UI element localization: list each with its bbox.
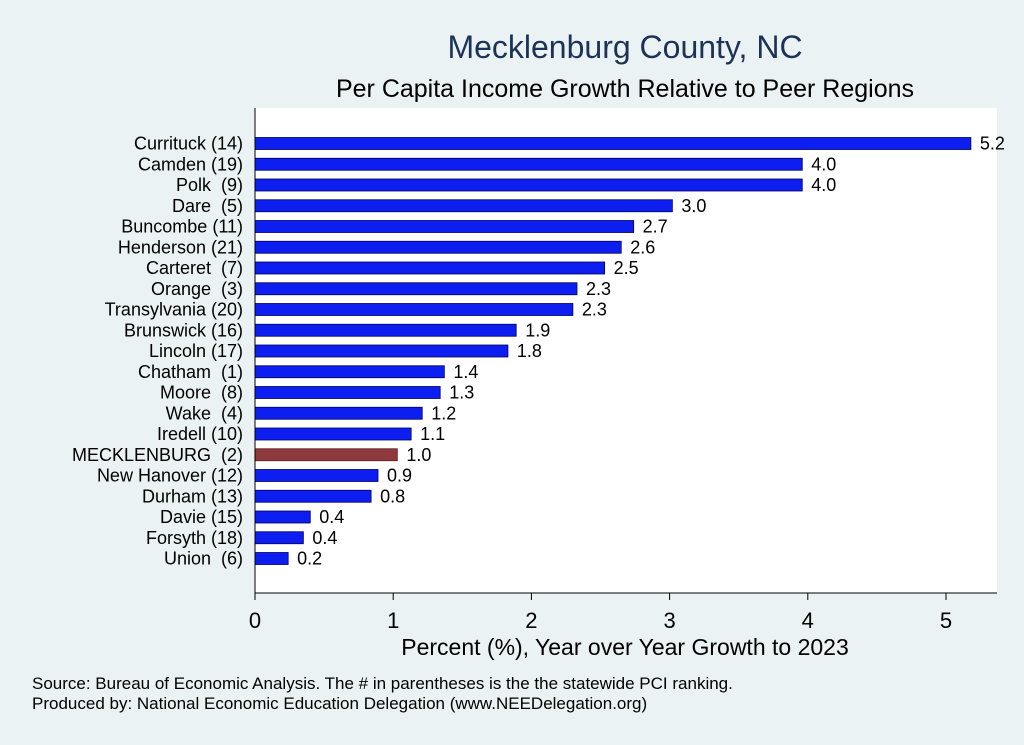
value-label-davie-15: 0.4 bbox=[319, 507, 344, 527]
category-label-wake-4: Wake (4) bbox=[166, 403, 243, 423]
category-label-carteret-7: Carteret (7) bbox=[146, 258, 243, 278]
bar-forsyth-18 bbox=[254, 531, 304, 545]
category-label-moore-8: Moore (8) bbox=[160, 383, 243, 403]
bar-chatham-1 bbox=[254, 365, 445, 379]
value-label-camden-19: 4.0 bbox=[811, 154, 836, 174]
category-label-new-hanover-12: New Hanover (12) bbox=[97, 466, 243, 486]
value-label-currituck-14: 5.2 bbox=[980, 134, 1005, 154]
bar-currituck-14 bbox=[254, 137, 972, 150]
bar-durham-13 bbox=[254, 489, 372, 503]
bar-union-6 bbox=[254, 552, 289, 565]
bar-orange-3 bbox=[254, 282, 578, 296]
category-label-davie-15: Davie (15) bbox=[160, 507, 243, 527]
category-label-iredell-10: Iredell (10) bbox=[157, 424, 243, 444]
value-label-mecklenburg-2: 1.0 bbox=[406, 445, 431, 465]
category-label-forsyth-18: Forsyth (18) bbox=[146, 528, 243, 548]
category-label-lincoln-17: Lincoln (17) bbox=[149, 341, 243, 361]
x-tick-label-0: 0 bbox=[249, 608, 261, 633]
value-label-iredell-10: 1.1 bbox=[420, 424, 445, 444]
bar-new-hanover-12 bbox=[254, 469, 379, 482]
value-labels: 5.24.04.03.02.72.62.52.32.31.91.81.41.31… bbox=[297, 134, 1005, 569]
category-label-mecklenburg-2: MECKLENBURG (2) bbox=[72, 445, 243, 465]
value-label-orange-3: 2.3 bbox=[586, 279, 611, 299]
category-label-currituck-14: Currituck (14) bbox=[134, 134, 243, 154]
x-tick-label-1: 1 bbox=[387, 608, 399, 633]
bar-moore-8 bbox=[254, 386, 441, 399]
value-label-forsyth-18: 0.4 bbox=[312, 528, 337, 548]
producer-note: Produced by: National Economic Education… bbox=[32, 694, 647, 713]
x-tick-label-5: 5 bbox=[940, 608, 952, 633]
category-labels: Currituck (14)Camden (19)Polk (9)Dare (5… bbox=[72, 134, 243, 569]
bar-henderson-21 bbox=[254, 240, 622, 254]
value-label-dare-5: 3.0 bbox=[681, 196, 706, 216]
bar-dare-5 bbox=[254, 199, 673, 213]
value-label-transylvania-20: 2.3 bbox=[582, 300, 607, 320]
value-label-henderson-21: 2.6 bbox=[630, 237, 655, 257]
value-label-carteret-7: 2.5 bbox=[614, 258, 639, 278]
category-label-camden-19: Camden (19) bbox=[138, 154, 243, 174]
bar-lincoln-17 bbox=[254, 344, 509, 358]
category-label-henderson-21: Henderson (21) bbox=[118, 237, 243, 257]
value-label-lincoln-17: 1.8 bbox=[517, 341, 542, 361]
bar-buncombe-11 bbox=[254, 220, 635, 233]
bar-brunswick-16 bbox=[254, 323, 517, 337]
value-label-buncombe-11: 2.7 bbox=[643, 217, 668, 237]
category-label-durham-13: Durham (13) bbox=[142, 486, 243, 506]
value-label-brunswick-16: 1.9 bbox=[525, 320, 550, 340]
category-label-buncombe-11: Buncombe (11) bbox=[121, 217, 243, 237]
bar-camden-19 bbox=[254, 157, 803, 171]
category-label-dare-5: Dare (5) bbox=[172, 196, 243, 216]
value-label-union-6: 0.2 bbox=[297, 549, 322, 569]
source-note: Source: Bureau of Economic Analysis. The… bbox=[32, 674, 733, 693]
value-label-wake-4: 1.2 bbox=[431, 403, 456, 423]
chart-subtitle: Per Capita Income Growth Relative to Pee… bbox=[336, 75, 914, 103]
x-tick-label-3: 3 bbox=[663, 608, 675, 633]
category-label-orange-3: Orange (3) bbox=[151, 279, 243, 299]
value-label-polk-9: 4.0 bbox=[811, 175, 836, 195]
bar-iredell-10 bbox=[254, 427, 412, 441]
category-label-union-6: Union (6) bbox=[164, 549, 243, 569]
x-tick-label-4: 4 bbox=[802, 608, 814, 633]
category-label-chatham-1: Chatham (1) bbox=[138, 362, 243, 382]
category-label-polk-9: Polk (9) bbox=[176, 175, 243, 195]
value-label-moore-8: 1.3 bbox=[449, 383, 474, 403]
category-label-brunswick-16: Brunswick (16) bbox=[124, 320, 243, 340]
category-label-transylvania-20: Transylvania (20) bbox=[105, 300, 243, 320]
chart-title: Mecklenburg County, NC bbox=[447, 29, 802, 65]
bar-polk-9 bbox=[254, 178, 803, 192]
value-label-new-hanover-12: 0.9 bbox=[387, 466, 412, 486]
value-label-chatham-1: 1.4 bbox=[453, 362, 478, 382]
bar-carteret-7 bbox=[254, 261, 606, 275]
x-ticks: 0 1 2 3 4 5 bbox=[249, 593, 952, 633]
x-tick-label-2: 2 bbox=[525, 608, 537, 633]
value-label-durham-13: 0.8 bbox=[380, 486, 405, 506]
bar-mecklenburg-2 bbox=[254, 448, 398, 462]
bar-wake-4 bbox=[254, 406, 423, 420]
x-axis-title: Percent (%), Year over Year Growth to 20… bbox=[401, 634, 849, 660]
bar-transylvania-20 bbox=[254, 303, 574, 316]
bar-davie-15 bbox=[254, 510, 311, 524]
